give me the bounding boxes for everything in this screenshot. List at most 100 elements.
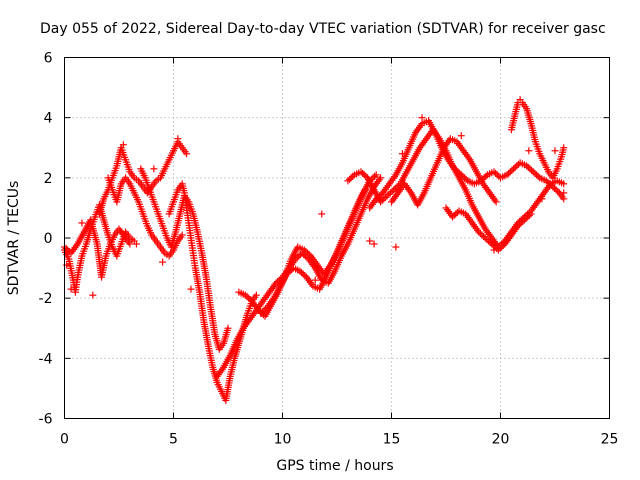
data-point: [560, 144, 568, 152]
data-point: [522, 214, 530, 222]
data-point: [246, 296, 254, 304]
data-point: [454, 168, 462, 176]
data-point: [187, 285, 195, 293]
y-tick-label: -6: [39, 412, 53, 428]
data-point: [286, 267, 294, 275]
data-point: [551, 147, 559, 155]
series-track-e: [137, 165, 232, 353]
data-point: [178, 231, 186, 239]
data-point: [475, 228, 483, 236]
y-tick-label: 4: [44, 111, 53, 127]
data-point: [452, 166, 460, 174]
data-point: [272, 279, 280, 287]
data-point: [560, 195, 568, 203]
data-point: [376, 192, 384, 200]
data-point: [89, 291, 97, 299]
data-point: [490, 246, 498, 254]
x-tick-label: 0: [60, 432, 69, 448]
data-point: [452, 210, 460, 218]
data-point: [499, 242, 507, 250]
axis-ticks: 0 5 10 15 20 25 -6 -4 -2 0 2 4 6: [39, 51, 619, 448]
data-point: [554, 187, 562, 195]
series-track-i: [257, 186, 369, 317]
data-point: [224, 324, 232, 332]
y-tick-label: 2: [44, 171, 53, 187]
data-point: [295, 252, 303, 260]
data-point: [284, 269, 292, 277]
data-point: [386, 189, 394, 197]
data-point: [527, 210, 535, 218]
data-point: [370, 240, 378, 248]
data-point: [67, 285, 75, 293]
data-point: [520, 216, 528, 224]
data-point: [483, 236, 491, 244]
data-point: [492, 198, 500, 206]
data-point: [491, 243, 499, 251]
data-point: [301, 272, 309, 280]
data-point: [361, 186, 369, 194]
data-points: [61, 96, 568, 404]
data-point: [485, 237, 493, 245]
y-tick-label: -2: [39, 291, 53, 307]
data-point: [560, 180, 568, 188]
data-point: [503, 171, 511, 179]
data-point: [492, 169, 500, 177]
data-point: [382, 193, 390, 201]
data-point: [260, 306, 268, 314]
data-point: [377, 174, 385, 182]
x-axis-label: GPS time / hours: [276, 458, 393, 474]
data-point: [304, 249, 312, 257]
data-point: [390, 186, 398, 194]
series-track-d: [104, 174, 186, 260]
data-point: [366, 237, 374, 245]
data-point: [462, 175, 470, 183]
data-point: [524, 213, 532, 221]
data-point: [457, 171, 465, 179]
data-point: [529, 168, 537, 176]
data-point: [528, 166, 536, 174]
data-point: [456, 169, 464, 177]
data-point: [493, 171, 501, 179]
data-point: [513, 162, 521, 170]
data-point: [347, 174, 355, 182]
series-track-m: [442, 204, 535, 254]
series-track-n: [507, 96, 568, 182]
data-point: [451, 165, 459, 173]
data-point: [349, 172, 357, 180]
data-point: [346, 175, 354, 183]
data-point: [550, 184, 558, 192]
data-point: [508, 166, 516, 174]
chart-title: Day 055 of 2022, Sidereal Day-to-day VTE…: [40, 21, 606, 37]
data-point: [392, 243, 400, 251]
data-point: [549, 183, 557, 191]
data-point: [459, 172, 467, 180]
data-point: [398, 150, 406, 158]
data-point: [524, 163, 532, 171]
data-point: [481, 234, 489, 242]
data-point: [511, 163, 519, 171]
data-point: [505, 169, 513, 177]
data-point: [391, 184, 399, 192]
data-point: [119, 141, 127, 149]
data-point: [377, 190, 385, 198]
data-point: [506, 168, 514, 176]
data-point: [360, 171, 368, 179]
data-point: [243, 293, 251, 301]
data-point: [532, 171, 540, 179]
data-point: [393, 183, 401, 191]
data-point: [283, 270, 291, 278]
data-point: [480, 232, 488, 240]
data-point: [552, 186, 560, 194]
y-tick-label: 0: [44, 231, 53, 247]
data-point: [519, 217, 527, 225]
data-point: [378, 196, 386, 204]
y-axis-label: SDTVAR / TECUs: [6, 181, 22, 296]
data-point: [311, 276, 319, 284]
data-point: [544, 178, 552, 186]
y-tick-label: -4: [39, 351, 53, 367]
series-scatter-outliers: [63, 114, 568, 299]
data-point: [241, 291, 249, 299]
data-point: [150, 165, 158, 173]
data-point: [377, 198, 385, 206]
